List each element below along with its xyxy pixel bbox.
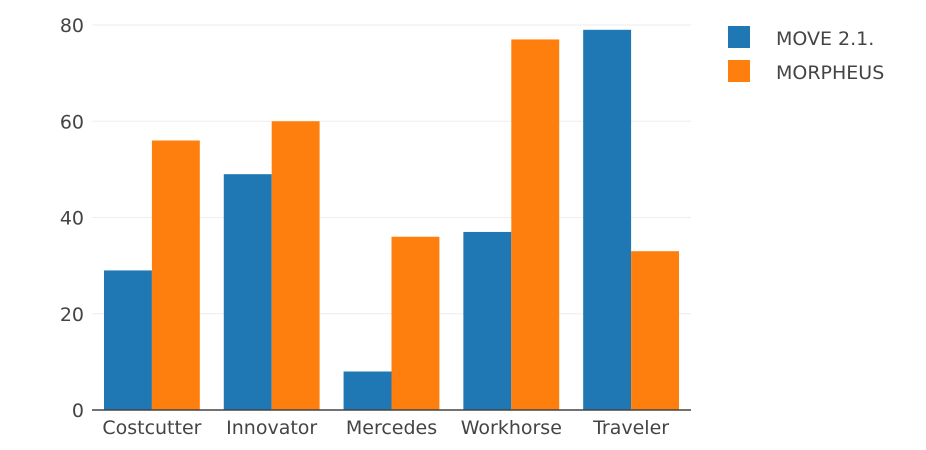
bars xyxy=(103,29,680,411)
x-tick-label: Workhorse xyxy=(461,417,562,439)
x-tick-label: Costcutter xyxy=(102,417,201,439)
y-axis-ticks: 0 20 40 60 80 xyxy=(60,15,84,422)
legend-item[interactable]: MOVE 2.1. xyxy=(728,26,874,50)
y-tick-label: 40 xyxy=(60,208,84,230)
bar-morpheus-costcutter[interactable] xyxy=(151,140,200,411)
bar-move-2-1-costcutter[interactable] xyxy=(103,270,152,410)
x-tick-label: Mercedes xyxy=(346,417,437,439)
legend-label: MOVE 2.1. xyxy=(776,28,874,50)
bar-morpheus-mercedes[interactable] xyxy=(391,236,440,410)
bar-move-2-1-mercedes[interactable] xyxy=(343,371,392,411)
bar-move-2-1-workhorse[interactable] xyxy=(463,231,512,410)
legend-swatch xyxy=(728,60,750,82)
x-tick-label: Innovator xyxy=(226,417,317,439)
x-tick-label: Traveler xyxy=(592,417,669,439)
y-tick-label: 80 xyxy=(60,15,84,37)
bar-morpheus-traveler[interactable] xyxy=(631,251,680,410)
bar-morpheus-workhorse[interactable] xyxy=(511,39,560,410)
legend[interactable]: MOVE 2.1. MORPHEUS xyxy=(728,26,884,84)
legend-label: MORPHEUS xyxy=(776,62,884,84)
bar-move-2-1-innovator[interactable] xyxy=(223,174,272,410)
bar-morpheus-innovator[interactable] xyxy=(271,121,320,410)
y-tick-label: 60 xyxy=(60,111,84,133)
bar-move-2-1-traveler[interactable] xyxy=(583,29,632,410)
x-axis-ticks: Costcutter Innovator Mercedes Workhorse Trav… xyxy=(102,417,669,439)
y-tick-label: 0 xyxy=(72,400,84,422)
y-tick-label: 20 xyxy=(60,304,84,326)
legend-item[interactable]: MORPHEUS xyxy=(728,60,884,84)
legend-swatch xyxy=(728,26,750,48)
